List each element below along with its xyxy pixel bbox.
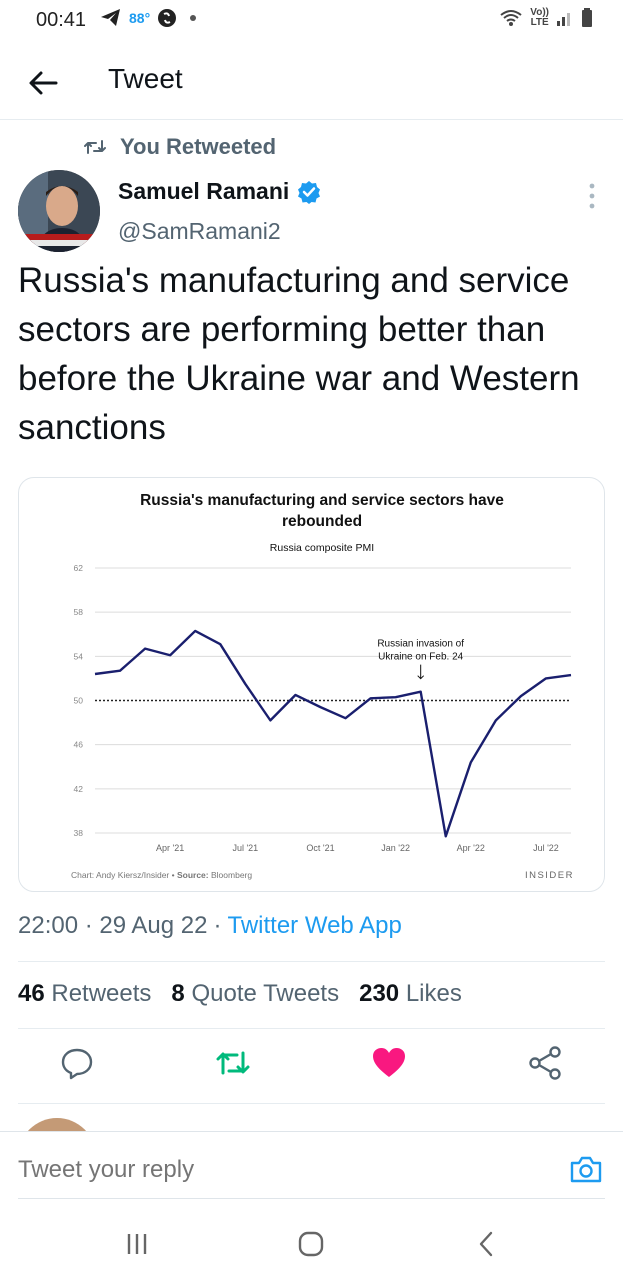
author-handle[interactable]: @SamRamani2 — [118, 218, 281, 244]
nav-back-icon[interactable] — [472, 1229, 502, 1259]
quotes-count: 8 — [171, 980, 185, 1007]
chart-x-tick-label: Oct '21 — [306, 843, 334, 853]
status-time: 00:41 — [36, 9, 87, 31]
likes-stat[interactable]: 230 Likes — [359, 980, 462, 1008]
likes-label: Likes — [405, 980, 462, 1007]
heart-icon[interactable] — [371, 1045, 407, 1081]
network-label: Vo)) LTE — [530, 8, 549, 28]
author-avatar[interactable] — [18, 170, 100, 252]
chart-y-tick-label: 38 — [74, 828, 84, 838]
author-name[interactable]: Samuel Ramani — [118, 178, 290, 204]
share-icon[interactable] — [527, 1045, 563, 1081]
chart-x-tick-label: Apr '21 — [156, 843, 184, 853]
status-system: Vo)) LTE — [499, 8, 593, 28]
quotes-label: Quote Tweets — [191, 980, 340, 1007]
chart-y-tick-label: 54 — [74, 651, 84, 661]
chart-x-tick-label: Jul '21 — [232, 843, 258, 853]
retweet-icon — [84, 140, 106, 154]
more-vertical-icon[interactable] — [584, 182, 600, 210]
chart-y-tick-label: 46 — [74, 740, 84, 750]
status-temperature: 88° — [129, 10, 151, 26]
chart-gridlines — [95, 567, 571, 834]
status-notifications: 88° — [100, 8, 197, 28]
chart-brand: INSIDER — [525, 870, 574, 881]
status-dot — [190, 15, 197, 21]
reply-underline — [18, 1198, 605, 1199]
chart-annotation-arrow — [417, 664, 425, 680]
reply-icon[interactable] — [59, 1045, 95, 1081]
chart-y-tick-label: 58 — [74, 607, 84, 617]
chart-y-ticks: 38 42 46 50 54 58 62 — [74, 563, 84, 838]
top-header: Tweet — [0, 44, 623, 120]
retweet-label[interactable]: You Retweeted — [120, 134, 277, 159]
reply-input[interactable] — [18, 1156, 328, 1184]
chart-x-tick-label: Apr '22 — [457, 843, 485, 853]
chart-credit: Chart: Andy Kiersz/Insider • Source: Blo… — [71, 870, 252, 880]
chart-x-tick-label: Jul '22 — [533, 843, 559, 853]
avatar-image — [18, 170, 100, 252]
tweet-media-chart[interactable]: Russia's manufacturing and service secto… — [18, 477, 605, 892]
network-top: Vo)) — [530, 7, 549, 18]
arrow-left-icon[interactable] — [26, 66, 60, 100]
home-icon[interactable] — [296, 1229, 326, 1259]
tweet-timestamp[interactable]: 22:00 · 29 Aug 22 — [18, 912, 208, 939]
system-nav-bar — [0, 1201, 623, 1280]
chart-x-tick-label: Jan '22 — [381, 843, 410, 853]
wifi-icon — [500, 10, 522, 26]
telegram-icon — [101, 9, 120, 26]
chart-y-tick-label: 50 — [74, 696, 84, 706]
retweeted-indicator: You Retweeted — [84, 134, 276, 160]
divider — [18, 1103, 605, 1104]
chart-points — [94, 630, 572, 837]
divider — [18, 1028, 605, 1029]
chart-annotation: Ukraine on Feb. 24 — [378, 652, 463, 663]
shazam-icon — [158, 9, 177, 27]
tweet-actions — [0, 1045, 623, 1085]
chart-title-line: rebounded — [282, 513, 362, 530]
chart-annotation: Russian invasion of — [377, 639, 464, 650]
status-bar: 00:41 88° Vo)) LTE — [0, 0, 623, 40]
chart-subtitle: Russia composite PMI — [270, 542, 374, 554]
chart-y-tick-label: 42 — [74, 784, 84, 794]
chart-y-tick-label: 62 — [74, 563, 84, 573]
chart-x-ticks: Apr '21 Jul '21 Oct '21 Jan '22 Apr '22 Jul '… — [156, 843, 559, 853]
pmi-chart: Russia's manufacturing and service secto… — [71, 492, 574, 881]
page-title: Tweet — [108, 63, 183, 94]
tweet-source[interactable]: Twitter Web App — [227, 912, 402, 939]
likes-count: 230 — [359, 980, 400, 1007]
quotes-stat[interactable]: 8 Quote Tweets — [171, 980, 339, 1008]
retweet-active-icon[interactable] — [215, 1045, 251, 1081]
tweet-stats: 46 Retweets 8 Quote Tweets 230 Likes — [18, 980, 462, 1008]
author-name-row[interactable]: Samuel Ramani — [118, 178, 321, 205]
recent-apps-icon[interactable] — [122, 1229, 152, 1259]
signal-icon — [557, 13, 570, 26]
retweets-stat[interactable]: 46 Retweets — [18, 980, 151, 1008]
meta-separator: · — [213, 912, 222, 939]
verified-badge-icon — [298, 180, 321, 204]
tweet-meta: 22:00 · 29 Aug 22 · Twitter Web App — [18, 912, 402, 940]
chart-series-line — [94, 629, 572, 838]
retweets-count: 46 — [18, 980, 45, 1007]
chart-title-line: Russia's manufacturing and service secto… — [140, 492, 504, 509]
camera-icon[interactable] — [569, 1154, 603, 1184]
network-bottom: LTE — [530, 17, 549, 28]
reply-composer — [0, 1131, 623, 1201]
retweets-label: Retweets — [51, 980, 152, 1007]
divider — [18, 961, 605, 962]
tweet-text: Russia's manufacturing and service secto… — [18, 261, 580, 447]
battery-icon — [582, 8, 592, 27]
